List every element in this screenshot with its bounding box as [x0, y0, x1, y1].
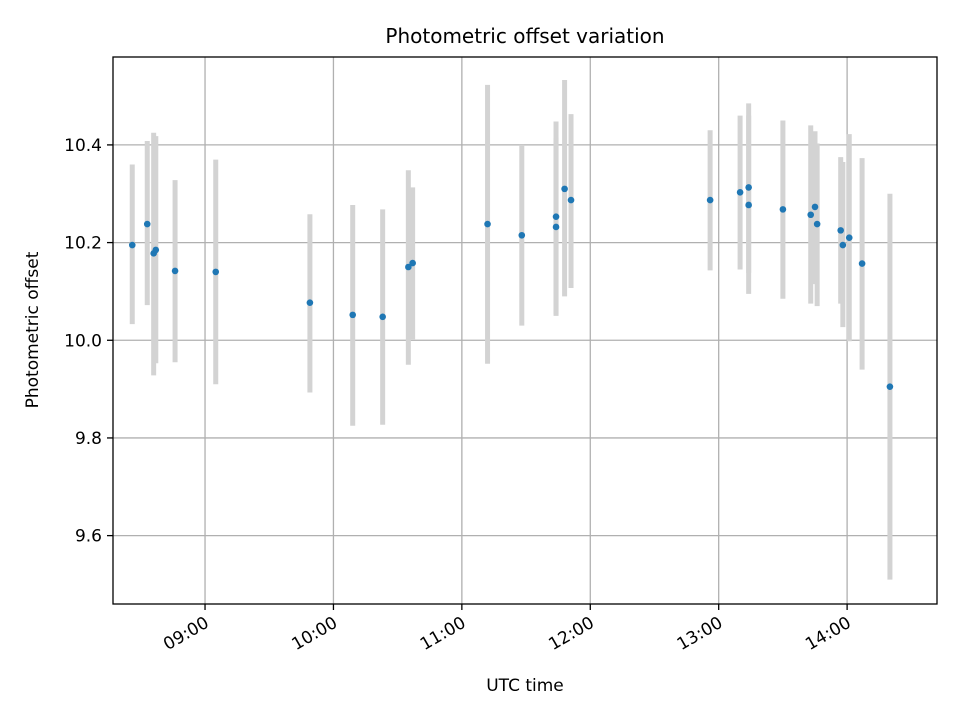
data-point [306, 299, 314, 306]
data-point [409, 259, 416, 267]
data-point [706, 196, 714, 204]
data-point [405, 263, 412, 271]
y-tick-label: 10.4 [64, 136, 102, 156]
data-point [745, 201, 752, 209]
data-point [839, 241, 847, 249]
data-point [552, 213, 560, 221]
data-point [567, 196, 575, 204]
data-point [349, 311, 357, 319]
data-point [745, 184, 752, 191]
data-point [837, 227, 844, 234]
data-point [379, 313, 386, 321]
ticks: 09:00 10:00 11:00 12:00 13:00 14:00 9.6 9.8 10.0… [64, 136, 854, 655]
data-points [128, 184, 894, 390]
data-point [152, 246, 160, 254]
x-tick-label: 11:00 [417, 613, 469, 655]
y-tick-label: 9.8 [75, 429, 102, 449]
y-tick-label: 9.6 [75, 527, 102, 547]
x-tick-label: 12:00 [545, 613, 597, 655]
data-point [484, 220, 491, 228]
data-point [811, 203, 819, 211]
y-tick-label: 10.2 [64, 234, 102, 254]
y-axis-label: Photometric offset [23, 251, 43, 408]
data-point [171, 267, 179, 275]
data-point [212, 268, 220, 276]
data-point [128, 241, 136, 249]
data-point [736, 188, 744, 196]
chart-title: Photometric offset variation [385, 24, 664, 48]
data-point [886, 383, 894, 390]
plot-frame [112, 56, 938, 605]
error-bars [129, 79, 893, 580]
data-point [845, 234, 853, 242]
data-point [143, 220, 151, 228]
x-tick-label: 09:00 [160, 613, 212, 655]
x-tick-label: 10:00 [289, 613, 341, 655]
data-point [858, 260, 866, 267]
data-point [552, 223, 560, 231]
data-point [813, 220, 821, 228]
data-point [807, 211, 815, 219]
x-tick-label: 13:00 [674, 613, 726, 655]
data-point [561, 185, 568, 193]
y-tick-label: 10.0 [64, 331, 102, 351]
x-axis-label: UTC time [486, 676, 564, 696]
data-point [779, 206, 787, 213]
data-point [518, 231, 526, 239]
x-tick-label: 14:00 [802, 613, 854, 655]
